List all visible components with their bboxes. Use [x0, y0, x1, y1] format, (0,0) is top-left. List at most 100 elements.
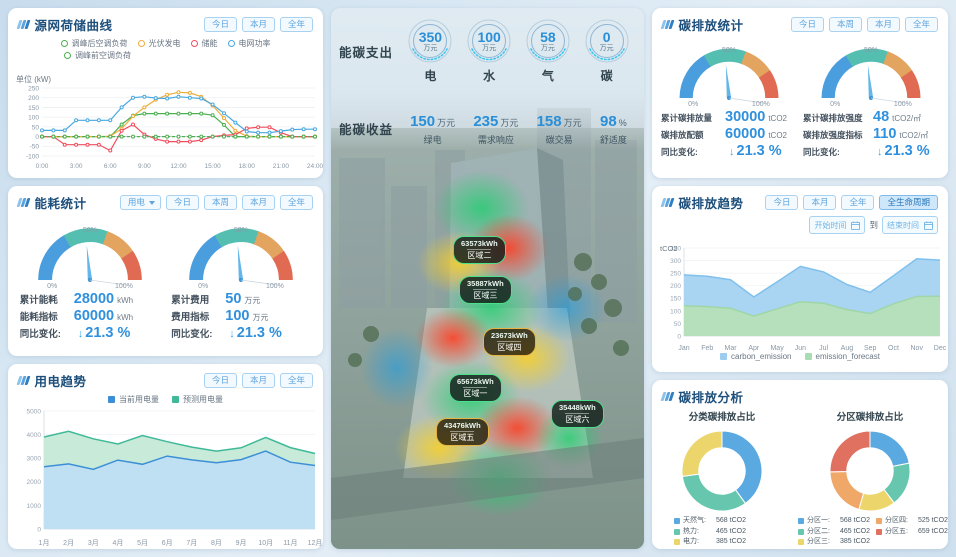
tab-week[interactable]: 本周 [203, 194, 237, 211]
tab-year[interactable]: 全年 [279, 16, 313, 33]
panel-bars-icon [660, 20, 674, 29]
page-title: 源网荷储曲线 [34, 19, 113, 33]
tab-year[interactable]: 全年 [904, 16, 938, 33]
legend-value: 568 tCO2 [716, 517, 746, 524]
expense-row: 能碳支出 350 万元 电 100 万元 水 58 万元 气 0 万元 碳 [339, 18, 636, 84]
legend-swatch [674, 528, 680, 535]
gauge-card-emission-intensity: 50% 0% 100% 累计碳排放强度 48 tCO2/㎡ 碳排放强度指标 110 … [803, 40, 939, 159]
calendar-icon [924, 220, 933, 230]
legend-label: 分区三: [807, 538, 830, 545]
tab-month[interactable]: 本月 [241, 372, 275, 389]
map-zone-tag[interactable]: 23673kWh 区域四 [483, 328, 536, 357]
source-grid-chart: 调峰后空调负荷 光伏发电 储能 电网功率 调峰前空调负荷 单位 (kW) -10… [8, 36, 323, 174]
panel-header: 能耗统计 用电 今日 本周 本月 全年 [8, 186, 323, 214]
tab-week[interactable]: 本周 [828, 16, 862, 33]
svg-text:250: 250 [670, 271, 681, 278]
legend-item[interactable]: 调峰后空调负荷 [60, 38, 128, 49]
down-arrow-icon: ↓ [877, 146, 883, 158]
legend-item[interactable]: 电网功率 [227, 38, 271, 49]
svg-text:-100: -100 [26, 153, 39, 160]
tab-month[interactable]: 本月 [241, 16, 275, 33]
donut-title: 分区碳排放占比 [836, 412, 904, 423]
income-item[interactable]: 98% 舒适度 [600, 110, 627, 146]
start-time-input[interactable]: 开始时间 [809, 216, 866, 234]
expense-item[interactable]: 0 万元 碳 [584, 18, 630, 84]
tab-group: 今日 本月 全年 [203, 372, 313, 389]
svg-text:2月: 2月 [63, 539, 74, 547]
stat-row: 累计碳排放量 30000 tCO2 [661, 109, 787, 125]
income-label: 能碳收益 [339, 122, 394, 137]
legend-item[interactable]: 储能 [190, 38, 218, 49]
expense-item[interactable]: 350 万元 电 [407, 18, 453, 84]
donut-card-category: 分类碳排放占比 天然气: 568 tCO2 热力: 465 tCO2 电力: 385 tC… [652, 409, 792, 548]
gauge-chart: 50% 0% 100% [37, 227, 142, 290]
gauge-ring: 0 万元 [584, 18, 630, 64]
tab-year[interactable]: 全年 [279, 194, 313, 211]
tab-month[interactable]: 本月 [241, 194, 275, 211]
panel-header: 碳排放统计 今日 本周 本月 全年 [652, 8, 948, 36]
tab-today[interactable]: 今日 [203, 372, 237, 389]
tab-today[interactable]: 今日 [203, 16, 237, 33]
legend-item[interactable]: 调峰前空调负荷 [64, 50, 131, 61]
map-zone-tag[interactable]: 43476kWh 区域五 [436, 418, 489, 447]
svg-text:50: 50 [32, 124, 40, 131]
income-item[interactable]: 150 万元 绿电 [410, 110, 455, 146]
svg-text:4月: 4月 [112, 539, 123, 547]
tab-month[interactable]: 本月 [803, 194, 837, 211]
legend-item[interactable]: 光伏发电 [137, 38, 181, 49]
energy-carbon-kpi-overlay: 能碳支出 350 万元 电 100 万元 水 58 万元 气 0 万元 碳 能碳收益 1… [331, 8, 644, 150]
expense-item[interactable]: 58 万元 气 [525, 18, 571, 84]
gauge-card-energy: 50% 0% 100% 累计能耗 28000 kWh 能耗指标 60000 kWh … [20, 218, 160, 341]
gauge-chart: 50% 0% 100% [821, 47, 921, 108]
date-range-controls: 开始时间 到 结束时间 [652, 214, 948, 234]
legend-value: 465 tCO2 [840, 527, 870, 535]
map-zone-tag[interactable]: 35887kWh 区域三 [459, 276, 512, 305]
tab-group: 今日 本月 全年 全生命周期 [765, 194, 938, 211]
tab-lifecycle[interactable]: 全生命周期 [879, 194, 938, 211]
map-zone-tag[interactable]: 63573kWh 区域二 [453, 236, 506, 265]
tab-year[interactable]: 全年 [279, 372, 313, 389]
stat-row: 碳排放配额 60000 tCO2 [661, 126, 787, 142]
metric-caption: 绿电 [423, 135, 442, 145]
svg-text:9:00: 9:00 [138, 163, 151, 170]
stat-row: 累计碳排放强度 48 tCO2/㎡ [803, 109, 922, 125]
svg-text:Aug: Aug [841, 345, 854, 352]
map-zone-tag[interactable]: 65673kWh 区域一 [449, 374, 502, 403]
tab-group: 用电 今日 本周 本月 全年 [119, 194, 313, 211]
legend-item[interactable]: emission_forecast [804, 352, 880, 361]
legend-item[interactable]: 预测用电量 [172, 394, 223, 405]
metric-unit: 万元 [482, 45, 497, 52]
tab-today[interactable]: 今日 [165, 194, 199, 211]
donut-title: 分类碳排放占比 [688, 412, 756, 423]
income-item[interactable]: 235 万元 需求响应 [473, 110, 518, 146]
svg-text:3:00: 3:00 [70, 163, 83, 170]
svg-text:3000: 3000 [27, 456, 42, 463]
map-zone-tag[interactable]: 35448kWh 区域六 [551, 400, 604, 429]
legend-swatch [798, 518, 804, 525]
metric-unit: 万元 [599, 45, 614, 52]
metric-caption: 气 [541, 69, 554, 83]
legend-swatch [875, 528, 882, 535]
tab-today[interactable]: 今日 [790, 16, 824, 33]
income-item[interactable]: 158 万元 碳交易 [537, 110, 582, 146]
tab-month[interactable]: 本月 [866, 16, 900, 33]
energy-type-select[interactable]: 用电 [119, 194, 161, 211]
panel-carbon-emission-stats: 碳排放统计 今日 本周 本月 全年 50% 0% 100% 累计碳排放量 30000… [652, 8, 948, 178]
expense-item[interactable]: 100 万元 水 [466, 18, 512, 84]
end-time-input[interactable]: 结束时间 [882, 216, 938, 234]
legend-label: 电力: [683, 538, 699, 545]
panel-building-heatmap[interactable]: 能碳支出 350 万元 电 100 万元 水 58 万元 气 0 万元 碳 能碳收益 1… [331, 8, 644, 549]
income-row: 能碳收益 150 万元 绿电 235 万元 需求响应 158 万元 碳交易 98% 舒适度 [339, 110, 636, 146]
zone-value: 43476kWh [444, 421, 481, 430]
svg-text:8月: 8月 [211, 539, 222, 547]
svg-text:7月: 7月 [186, 539, 197, 547]
legend-item[interactable]: carbon_emission [720, 352, 792, 361]
svg-text:100: 100 [28, 115, 39, 122]
svg-text:350: 350 [670, 245, 681, 252]
legend-item[interactable]: 当前用电量 [108, 394, 159, 405]
metric-caption: 需求响应 [477, 135, 514, 145]
tab-year[interactable]: 全年 [841, 194, 875, 211]
svg-text:3月: 3月 [88, 539, 99, 547]
svg-text:150: 150 [28, 105, 39, 112]
tab-today[interactable]: 今日 [765, 194, 799, 211]
